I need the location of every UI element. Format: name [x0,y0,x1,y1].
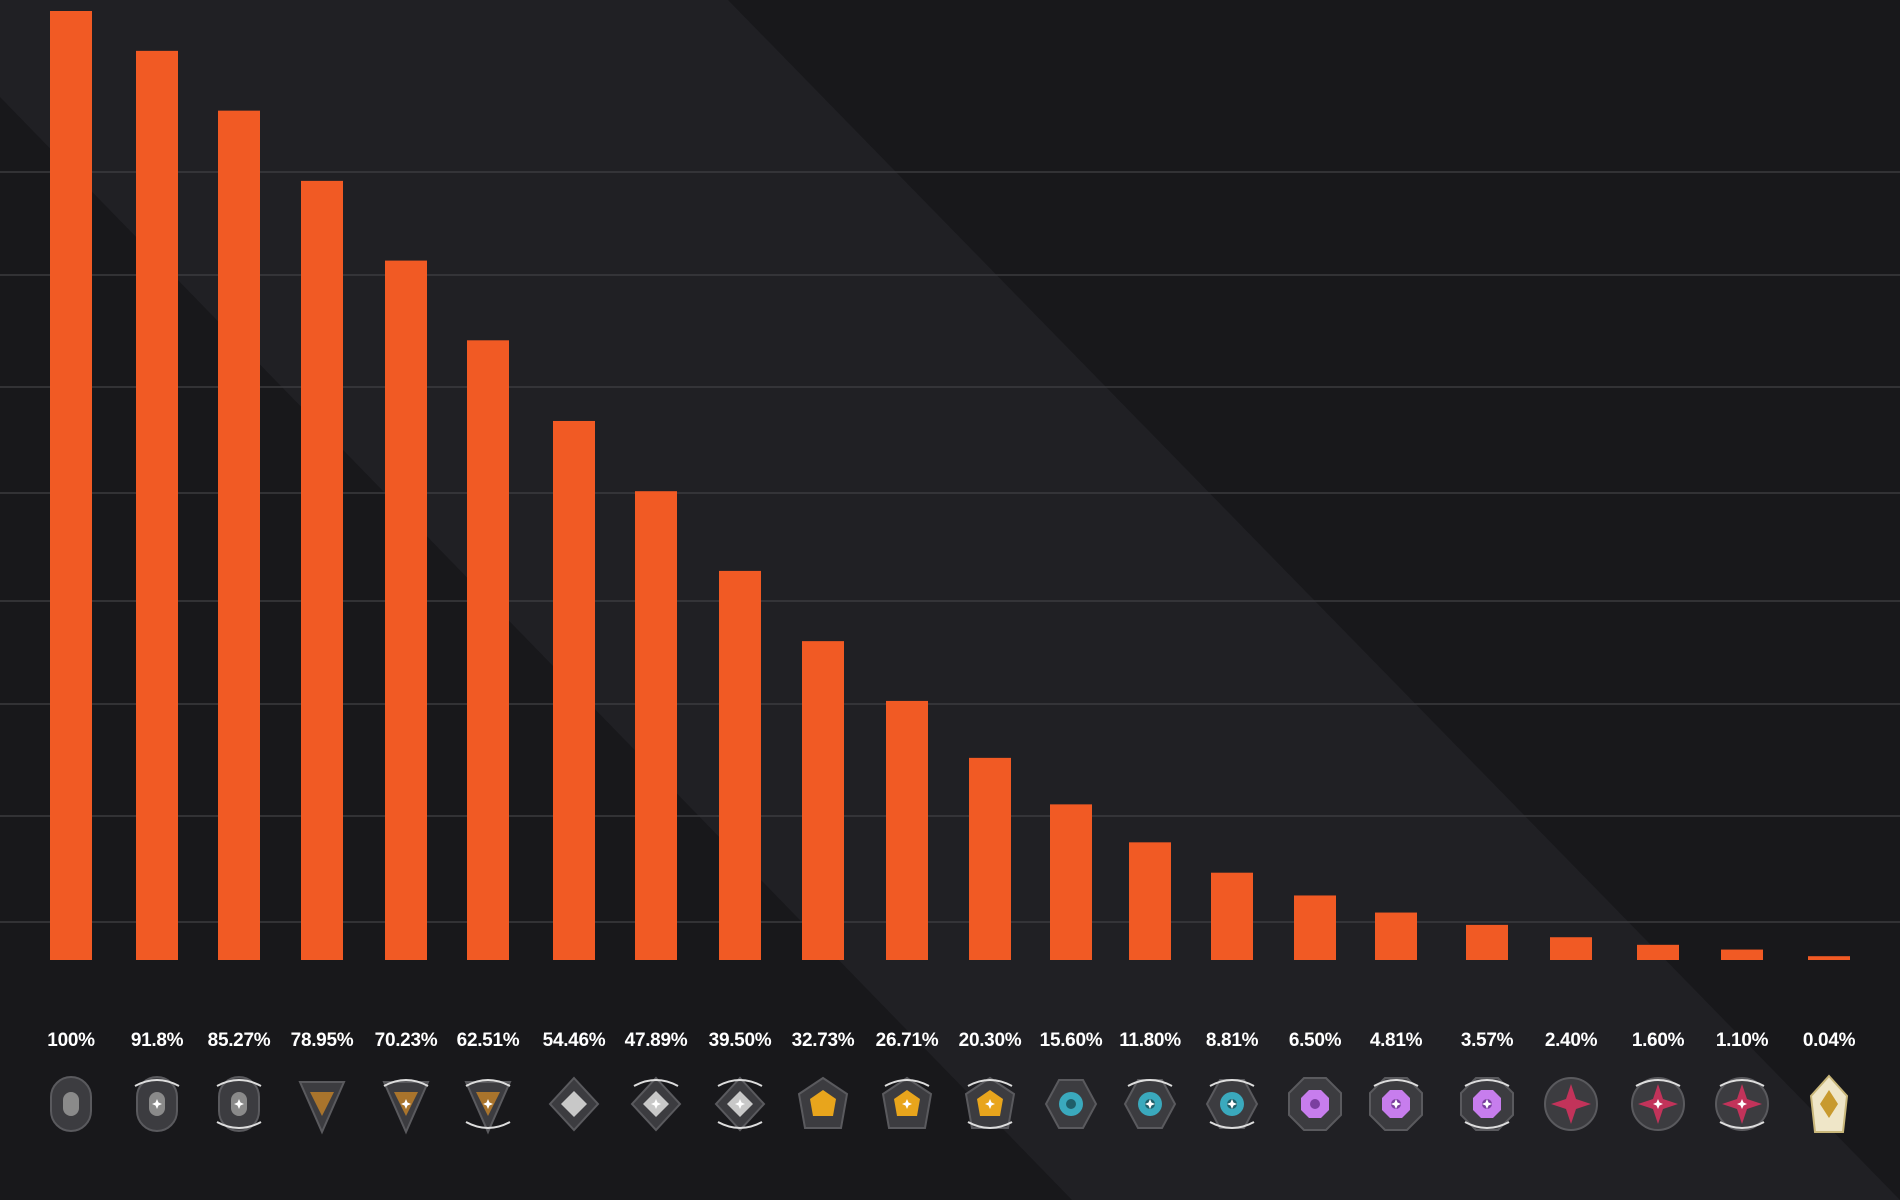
bar-1 [50,11,92,960]
gold-2-icon [881,1076,933,1129]
percentage-label: 20.30% [959,1030,1022,1051]
diamond-2-icon [1369,1077,1423,1131]
percentage-label: 85.27% [208,1030,271,1051]
bar-4 [301,180,343,961]
platinum-1-icon [1044,1079,1098,1129]
gold-1-icon [797,1076,849,1129]
bars [50,11,1850,961]
percentage-label: 91.8% [131,1030,184,1051]
percentage-label: 1.60% [1632,1030,1685,1051]
diamond-1-icon [1288,1077,1342,1131]
bar-17 [1375,912,1417,960]
gold-3-icon [964,1076,1016,1129]
bar-21 [1721,949,1763,960]
gridlines [0,171,1900,923]
bar-10 [802,641,844,960]
bar-9 [719,570,761,960]
bronze-1-icon [298,1081,346,1135]
percentage-label: 78.95% [291,1030,354,1051]
percentage-label: 8.81% [1206,1030,1259,1051]
rank-icons [50,1074,1849,1135]
silver-1-icon [548,1076,600,1132]
bar-8 [635,491,677,960]
bar-18 [1466,924,1508,960]
bar-20 [1637,944,1679,960]
bronze-3-icon [464,1079,512,1135]
bronze-2-icon [382,1079,430,1135]
percentage-label: 1.10% [1716,1030,1769,1051]
bar-14 [1129,842,1171,960]
bar-11 [886,700,928,960]
percentage-label: 4.81% [1370,1030,1423,1051]
percentage-label: 70.23% [375,1030,438,1051]
percentage-label: 11.80% [1119,1030,1181,1051]
percentage-label: 100% [47,1030,95,1051]
bar-2 [136,50,178,960]
bar-16 [1294,895,1336,960]
bar-6 [467,340,509,961]
percentage-label: 47.89% [625,1030,688,1051]
percentage-label: 54.46% [543,1030,606,1051]
percentage-label: 39.50% [709,1030,772,1051]
bar-3 [218,110,260,960]
platinum-2-icon [1123,1079,1177,1129]
percentage-label: 2.40% [1545,1030,1598,1051]
bar-12 [969,757,1011,960]
iron-1-icon [50,1076,92,1132]
bar-13 [1050,804,1092,960]
percentage-label: 3.57% [1461,1030,1514,1051]
percentage-label: 26.71% [876,1030,939,1051]
bar-22 [1808,956,1850,960]
percentage-label: 15.60% [1040,1030,1103,1051]
bar-5 [385,260,427,960]
percentage-label: 0.04% [1803,1030,1856,1051]
silver-3-icon [714,1076,766,1132]
platinum-3-icon [1205,1079,1259,1129]
immortal-3-icon [1715,1077,1769,1131]
immortal-1-icon [1544,1077,1598,1131]
silver-2-icon [630,1076,682,1132]
percentage-label: 62.51% [457,1030,520,1051]
percentage-labels: 100% 91.8% 85.27% 78.95% 70.23% 62.51% 54.46% 4… [47,1030,1856,1051]
bar-7 [553,420,595,960]
radiant-icon [1809,1074,1849,1133]
iron-3-icon [216,1076,262,1132]
percentage-label: 6.50% [1289,1030,1342,1051]
bar-15 [1211,872,1253,960]
immortal-2-icon [1631,1077,1685,1131]
bar-19 [1550,937,1592,960]
diamond-3-icon [1460,1077,1514,1131]
percentage-label: 32.73% [792,1030,855,1051]
iron-2-icon [134,1076,180,1132]
